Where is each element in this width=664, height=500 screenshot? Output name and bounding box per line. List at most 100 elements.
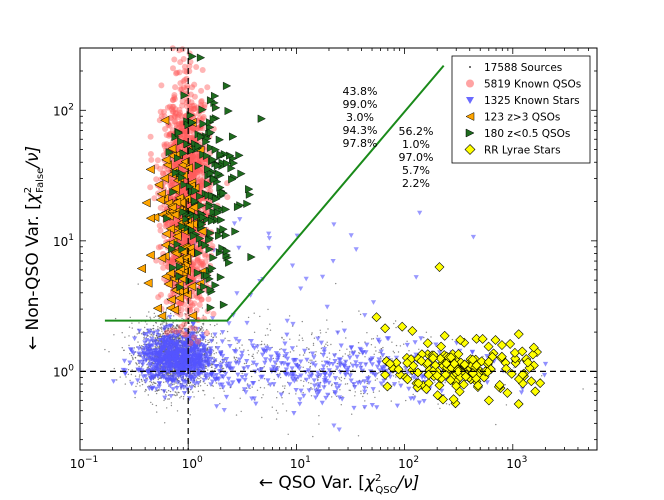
source-point: [328, 352, 331, 354]
source-point: [170, 404, 173, 407]
source-point: [275, 409, 278, 412]
source-point: [219, 333, 222, 335]
source-point: [299, 354, 301, 356]
known-star-point: [206, 362, 213, 368]
source-point: [309, 359, 311, 361]
known-star-point: [199, 357, 205, 363]
known-star-point: [364, 342, 370, 348]
known-qso-point: [172, 161, 179, 168]
source-point: [166, 322, 168, 325]
source-point: [104, 348, 106, 351]
source-point: [281, 336, 283, 339]
known-qso-point: [161, 143, 168, 150]
source-point: [275, 418, 278, 420]
source-point: [300, 379, 302, 382]
source-point: [267, 308, 269, 311]
source-point: [212, 385, 214, 387]
source-point: [216, 323, 218, 325]
known-star-point: [227, 343, 233, 349]
source-point: [311, 388, 313, 390]
source-point: [488, 375, 490, 378]
known-qso-point: [169, 103, 176, 110]
known-qso-point: [166, 132, 172, 139]
source-point: [505, 404, 508, 406]
source-point: [180, 395, 182, 398]
known-qso-point: [176, 69, 183, 76]
source-point: [273, 378, 275, 381]
source-point: [223, 390, 225, 392]
source-point: [215, 382, 217, 384]
known-star-point: [243, 373, 249, 379]
known-star-point: [168, 393, 174, 399]
source-point: [193, 328, 196, 331]
source-point: [150, 401, 152, 404]
source-point: [258, 379, 260, 382]
known-qso-point: [157, 227, 164, 234]
known-qso-point: [176, 120, 183, 127]
known-qso-point: [148, 156, 155, 163]
known-star-point: [290, 377, 296, 382]
source-point: [393, 322, 395, 325]
source-point: [189, 382, 191, 385]
known-qso-point: [194, 255, 201, 262]
source-point: [195, 379, 198, 381]
known-star-point: [168, 344, 174, 349]
known-star-point: [236, 379, 242, 384]
known-qso-point: [203, 330, 210, 336]
known-star-point: [236, 245, 242, 251]
known-star-point: [188, 376, 195, 382]
known-star-point: [263, 357, 269, 362]
source-point: [312, 344, 315, 346]
known-qso-point: [163, 141, 170, 148]
known-star-point: [187, 355, 193, 361]
known-star-point: [166, 375, 172, 380]
known-star-point: [278, 392, 284, 398]
known-qso-point: [195, 245, 202, 252]
known-star-point: [302, 348, 308, 354]
source-point: [405, 399, 407, 402]
source-point: [357, 435, 360, 437]
source-point: [202, 322, 205, 325]
known-star-point: [357, 361, 364, 367]
source-point: [204, 382, 206, 385]
known-qso-point: [198, 87, 205, 94]
source-point: [167, 329, 170, 332]
source-point: [165, 321, 167, 323]
known-qso-point: [169, 255, 176, 262]
known-qso-point: [157, 108, 164, 115]
source-point: [198, 330, 201, 332]
known-star-point: [175, 380, 181, 386]
known-star-point: [258, 367, 265, 372]
known-star-point: [321, 347, 327, 352]
source-point: [149, 316, 151, 318]
known-star-point: [213, 373, 220, 378]
known-qso-point: [169, 181, 176, 188]
known-qso-point: [155, 294, 162, 301]
source-point: [128, 335, 130, 337]
known-star-point: [337, 363, 343, 368]
source-point: [188, 322, 191, 324]
source-point: [302, 339, 304, 342]
source-point: [445, 403, 448, 405]
known-star-point: [275, 373, 281, 379]
known-qso-point: [201, 101, 208, 108]
source-point: [207, 341, 209, 344]
source-point: [239, 397, 241, 399]
known-star-point: [295, 364, 301, 370]
known-qso-point: [209, 243, 216, 249]
known-star-point: [437, 350, 443, 355]
known-star-point: [194, 353, 200, 359]
source-point: [193, 396, 195, 398]
source-point: [174, 326, 176, 328]
source-point: [169, 330, 172, 332]
known-qso-point: [173, 160, 180, 167]
known-star-point: [233, 349, 239, 355]
known-star-point: [347, 373, 353, 379]
known-star-point: [239, 375, 245, 380]
known-star-point: [219, 339, 226, 345]
known-star-point: [294, 233, 300, 239]
source-point: [208, 341, 211, 343]
source-point: [504, 384, 506, 386]
source-point: [172, 327, 174, 329]
known-qso-point: [198, 178, 205, 184]
